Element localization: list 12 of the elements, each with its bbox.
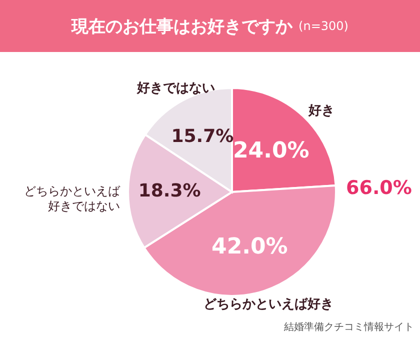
text: 66.0% <box>346 177 412 199</box>
data-label: 18.3% <box>138 180 201 202</box>
slice-label: どちらかといえば好き <box>203 297 334 312</box>
slice-label: 好きではない <box>136 81 216 96</box>
slice-label: どちらかといえば好きではない <box>24 184 122 213</box>
data-label: 42.0% <box>212 234 288 260</box>
data-label: 15.7% <box>171 126 234 148</box>
chart-title: 現在のお仕事はお好きですか <box>72 16 293 38</box>
data-label: 24.0% <box>232 138 310 164</box>
chart-subtitle: (n=300) <box>298 19 348 33</box>
slice-label: 好き <box>308 103 335 118</box>
text: 結婚準備クチコミ情報サイト <box>283 321 414 333</box>
